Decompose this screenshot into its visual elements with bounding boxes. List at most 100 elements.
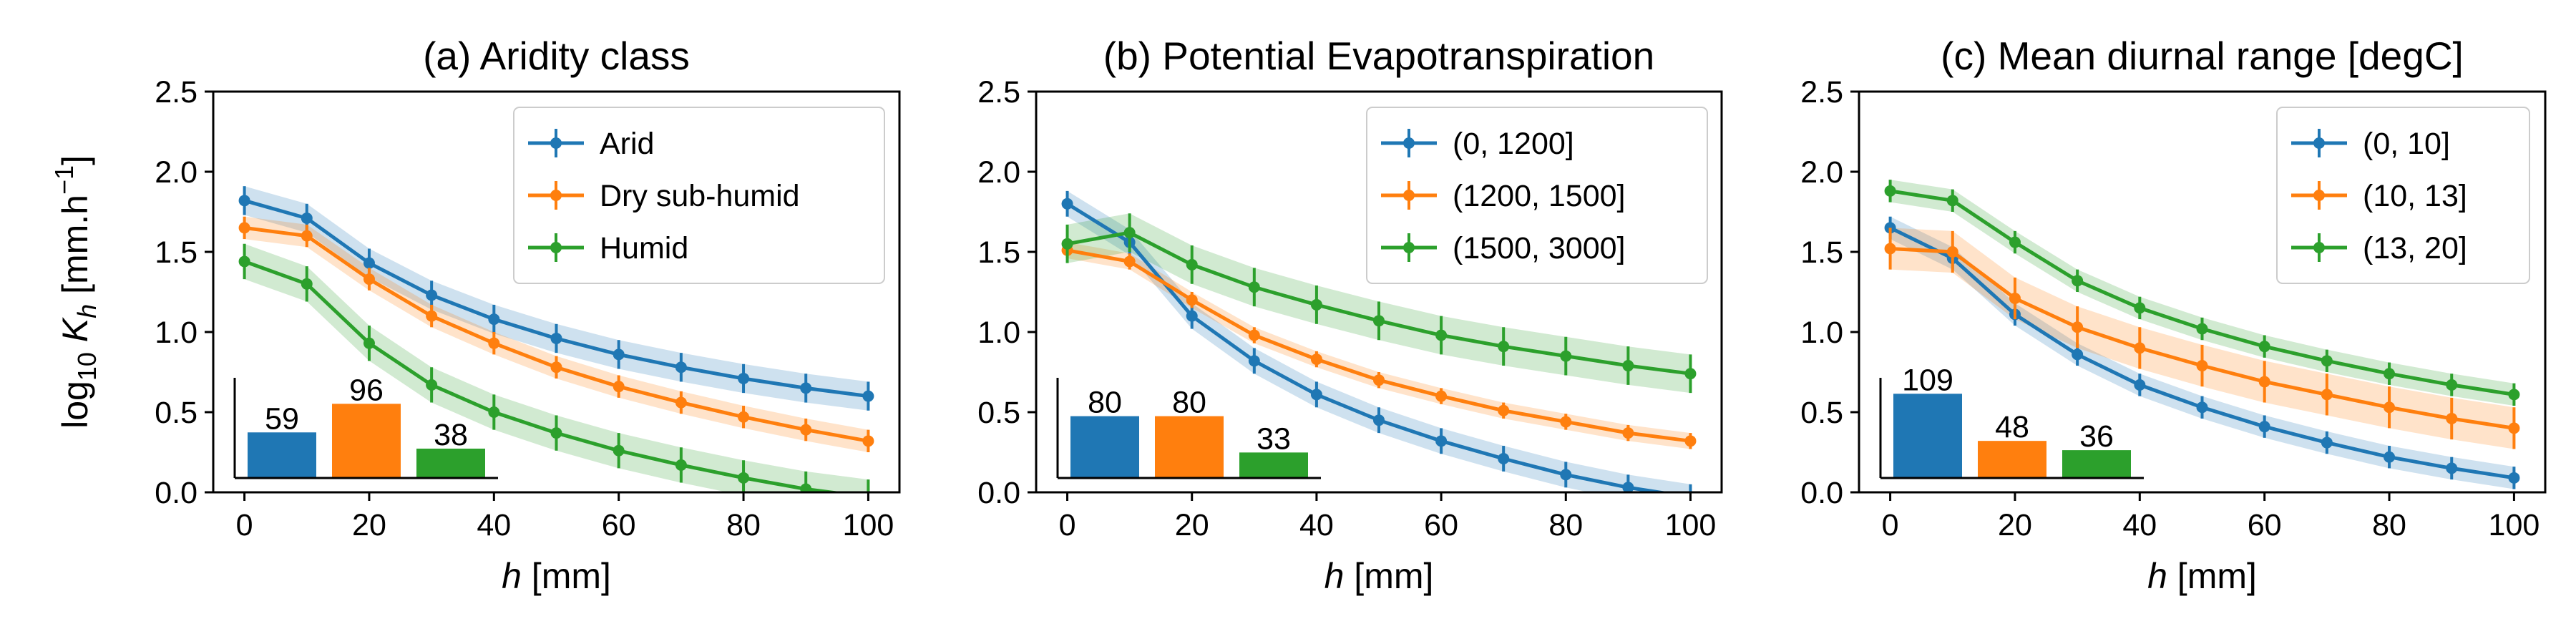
data-point [613, 444, 625, 457]
panel-2: 80 80 33 0 20 40 60 80 100 0.0 0.5 1.0 1.5 2.0 2.5 (b) … [977, 34, 1723, 596]
y-tick-label: 1.5 [977, 235, 1020, 270]
x-tick-label: 100 [1665, 508, 1717, 542]
y-tick-label: 2.5 [155, 75, 197, 109]
data-point [1186, 258, 1198, 270]
y-tick-label: 2.0 [155, 155, 197, 190]
panel-title: (c) Mean diurnal range [degC] [1941, 34, 2464, 78]
data-point [1435, 390, 1448, 402]
data-point [1310, 298, 1322, 311]
data-point [2134, 379, 2146, 391]
data-point [1186, 310, 1198, 322]
data-point [1884, 185, 1896, 197]
data-point [426, 379, 438, 391]
data-point [2446, 379, 2458, 391]
data-point [1622, 482, 1634, 492]
x-tick-label: 60 [1424, 508, 1458, 542]
count-bar-1 [1893, 394, 1962, 478]
y-tick-label: 2.5 [1800, 75, 1843, 109]
data-point [488, 313, 500, 326]
y-axis-label-part: K [55, 316, 95, 342]
data-point [1435, 329, 1448, 341]
x-tick-label: 20 [352, 508, 386, 542]
data-point [2196, 323, 2208, 335]
y-tick-label: 1.0 [1800, 316, 1843, 350]
x-axis-label: h [mm] [1324, 556, 1434, 596]
legend-marker-3 [2313, 242, 2325, 253]
legend-marker-3 [550, 242, 562, 253]
y-axis-label-part: [mm.h [55, 195, 95, 304]
data-point [2321, 355, 2333, 367]
x-axis-label-unit: [mm] [522, 556, 611, 596]
legend-label-1: (0, 1200] [1453, 127, 1574, 161]
legend-box [1366, 107, 1708, 284]
data-point [1373, 315, 1385, 327]
data-point [800, 424, 812, 436]
y-tick-label: 1.5 [1800, 235, 1843, 270]
data-point [1373, 374, 1385, 386]
legend-marker-2 [1403, 190, 1415, 201]
count-label-2: 48 [1995, 410, 2029, 444]
legend-marker-1 [2313, 137, 2325, 149]
data-point [1061, 238, 1073, 250]
x-tick-label: 40 [1299, 508, 1334, 542]
data-point [1123, 255, 1136, 268]
y-axis-label-part [55, 342, 95, 352]
x-tick-label: 40 [477, 508, 511, 542]
data-point [2508, 422, 2520, 434]
plot-area [1061, 190, 1697, 492]
data-point [363, 337, 375, 349]
legend-label-3: Humid [600, 231, 688, 265]
count-bar-3 [1239, 452, 1308, 478]
y-axis-label-part: 10 [72, 352, 102, 381]
y-tick-label: 0.0 [977, 476, 1020, 510]
data-point [1884, 243, 1896, 255]
data-point [1186, 294, 1198, 306]
count-bar-2 [1978, 441, 2046, 478]
legend-box [513, 107, 885, 284]
data-point [301, 230, 313, 242]
x-tick-label: 0 [1882, 508, 1899, 542]
y-tick-label: 0.0 [155, 476, 197, 510]
y-tick-label: 2.0 [1800, 155, 1843, 190]
data-point [1248, 355, 1260, 367]
x-axis-label: h [mm] [502, 556, 611, 596]
data-point [675, 459, 687, 471]
data-point [738, 472, 750, 484]
data-point [550, 361, 562, 374]
legend-label-2: (1200, 1500] [1453, 179, 1625, 213]
y-tick-label: 0.5 [1800, 396, 1843, 430]
data-point [2072, 348, 2084, 361]
data-point [1310, 389, 1322, 401]
legend-label-1: (0, 10] [2363, 127, 2450, 161]
y-axis-label-part: h [72, 304, 102, 318]
data-point [1622, 360, 1634, 372]
count-bar-1 [248, 432, 316, 478]
x-axis-label: h [mm] [2147, 556, 2257, 596]
count-bar-1 [1070, 416, 1139, 478]
x-tick-label: 100 [2489, 508, 2540, 542]
data-point [2321, 389, 2333, 401]
data-point [238, 255, 250, 268]
data-point [1248, 281, 1260, 293]
data-point [1560, 469, 1572, 481]
legend-marker-2 [2313, 190, 2325, 201]
x-tick-label: 60 [602, 508, 636, 542]
y-axis-label-part: log [55, 381, 95, 429]
count-label-2: 80 [1172, 386, 1206, 420]
legend-marker-3 [1403, 242, 1415, 253]
data-point [675, 396, 687, 409]
count-label-1: 59 [265, 401, 299, 436]
x-tick-label: 100 [843, 508, 894, 542]
data-point [613, 348, 625, 361]
count-bar-2 [332, 404, 401, 478]
data-point [2508, 389, 2520, 401]
count-label-1: 109 [1902, 363, 1953, 397]
data-point [2384, 451, 2396, 463]
x-axis-label-symbol: h [2147, 556, 2167, 596]
count-label-2: 96 [349, 373, 384, 407]
data-point [301, 212, 313, 224]
data-point [2384, 401, 2396, 414]
x-tick-label: 20 [1175, 508, 1209, 542]
data-point [2508, 472, 2520, 484]
data-point [738, 372, 750, 384]
